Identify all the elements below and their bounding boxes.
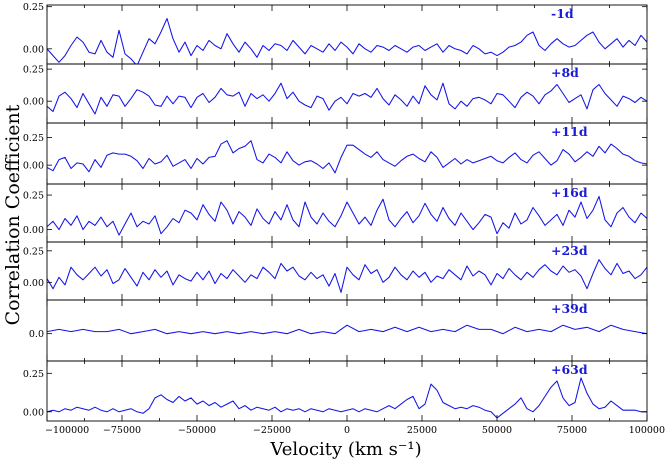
panel-5: 0.00 0.25 +23d [23, 241, 648, 301]
y-tick-label: 0.0 [29, 329, 44, 340]
y-tick-label: 0.00 [23, 225, 44, 236]
panel-7: 0.00 0.25 +63d [23, 360, 648, 422]
series-line-5 [47, 259, 647, 293]
x-tick-label: 100000 [629, 425, 665, 436]
panel-label: -1d [551, 6, 574, 21]
panels-group: 0.000.25 -1d0.000.25 +8d0.000.25 +11d0.000.… [23, 2, 648, 422]
panel-label: +63d [551, 362, 588, 377]
series-line-4 [47, 195, 647, 236]
x-tick-label: −25000 [253, 425, 291, 436]
panel-4: 0.00 0.25 +16d [23, 183, 648, 243]
panel-label: +23d [551, 243, 588, 258]
panel-2: 0.00 0.25 +8d [23, 63, 648, 124]
y-tick-label: 0.25 [23, 2, 44, 13]
y-tick-label: 0.00 [23, 278, 44, 289]
y-axis-title: Correlation Coefficient [2, 104, 24, 325]
x-tick-label: −100000 [45, 425, 89, 436]
x-tick-label: 75000 [557, 425, 587, 436]
y-tick-label: 0.00 [23, 97, 44, 108]
series-line-7 [47, 377, 647, 419]
x-tick-label: 0 [344, 425, 350, 436]
panel-1: 0.00 0.25 -1d [23, 2, 648, 65]
series-line-1 [47, 17, 647, 64]
y-tick-label: 0.25 [23, 133, 44, 144]
y-tick-label: 0.00 [23, 407, 44, 418]
y-tick-label: 0.25 [23, 246, 44, 257]
x-tick-label: −75000 [103, 425, 141, 436]
y-tick-label: 0.25 [23, 191, 44, 202]
y-tick-label: 0.25 [23, 369, 44, 380]
panel-label: +39d [551, 301, 588, 316]
series-line-2 [47, 82, 647, 115]
x-tick-label: 25000 [407, 425, 437, 436]
series-line-3 [47, 140, 647, 174]
x-tick-labels: −100000 −75000 −50000 −25000 0 25000 50000 7500… [45, 425, 665, 436]
x-tick-label: −50000 [178, 425, 216, 436]
panel-label: +16d [551, 185, 588, 200]
y-tick-label: 0.00 [23, 161, 44, 172]
y-tick-label: 0.25 [23, 65, 44, 76]
panel-3: 0.00 0.25 +11d [23, 122, 648, 185]
panel-6: 0.0 +39d [29, 299, 648, 362]
y-tick-label: 0.00 [23, 44, 44, 55]
x-axis-title: Velocity (km s⁻¹) [269, 439, 421, 460]
panel-label: +11d [551, 124, 588, 139]
series-line-6 [47, 324, 647, 335]
panel-label: +8d [551, 65, 579, 80]
x-tick-label: 50000 [482, 425, 512, 436]
